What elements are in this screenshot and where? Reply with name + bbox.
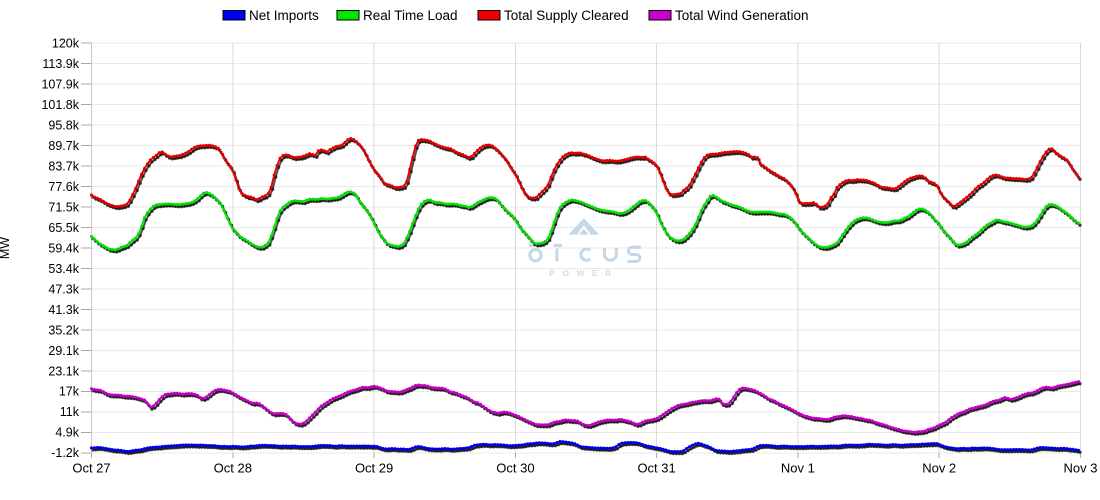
svg-text:47.3k: 47.3k	[48, 282, 79, 296]
svg-text:Oct 28: Oct 28	[214, 461, 252, 476]
svg-text:Total Wind Generation: Total Wind Generation	[675, 8, 809, 23]
svg-text:59.4k: 59.4k	[48, 241, 79, 255]
svg-text:11k: 11k	[60, 405, 80, 419]
svg-text:71.5k: 71.5k	[48, 200, 79, 214]
svg-text:MW: MW	[0, 237, 12, 259]
svg-text:113.9k: 113.9k	[42, 57, 79, 71]
svg-text:120k: 120k	[52, 37, 80, 51]
svg-text:Total Supply Cleared: Total Supply Cleared	[504, 8, 629, 23]
svg-text:Oct 30: Oct 30	[496, 461, 534, 476]
svg-text:77.6k: 77.6k	[48, 180, 79, 194]
svg-text:Oct 29: Oct 29	[355, 461, 393, 476]
svg-text:Oct 27: Oct 27	[72, 461, 110, 476]
svg-text:107.9k: 107.9k	[41, 78, 79, 92]
svg-text:Oct 31: Oct 31	[637, 461, 675, 476]
svg-text:95.8k: 95.8k	[48, 118, 79, 132]
svg-text:-1.2k: -1.2k	[51, 446, 80, 460]
svg-text:Net Imports: Net Imports	[249, 8, 319, 23]
svg-text:POWER: POWER	[549, 268, 619, 278]
svg-text:29.1k: 29.1k	[48, 344, 79, 358]
svg-text:41.3k: 41.3k	[48, 303, 79, 317]
svg-text:101.8k: 101.8k	[41, 98, 79, 112]
svg-text:Nov 3: Nov 3	[1064, 461, 1098, 476]
svg-text:65.5k: 65.5k	[48, 221, 79, 235]
svg-text:35.2k: 35.2k	[48, 323, 79, 337]
svg-text:83.7k: 83.7k	[48, 159, 79, 173]
svg-text:53.4k: 53.4k	[48, 262, 79, 276]
svg-text:23.1k: 23.1k	[48, 364, 79, 378]
svg-text:17k: 17k	[59, 385, 80, 399]
svg-text:89.7k: 89.7k	[48, 139, 79, 153]
svg-text:Nov 1: Nov 1	[781, 461, 815, 476]
svg-text:Real Time Load: Real Time Load	[363, 8, 458, 23]
svg-text:4.9k: 4.9k	[55, 426, 79, 440]
svg-text:Nov 2: Nov 2	[922, 461, 956, 476]
